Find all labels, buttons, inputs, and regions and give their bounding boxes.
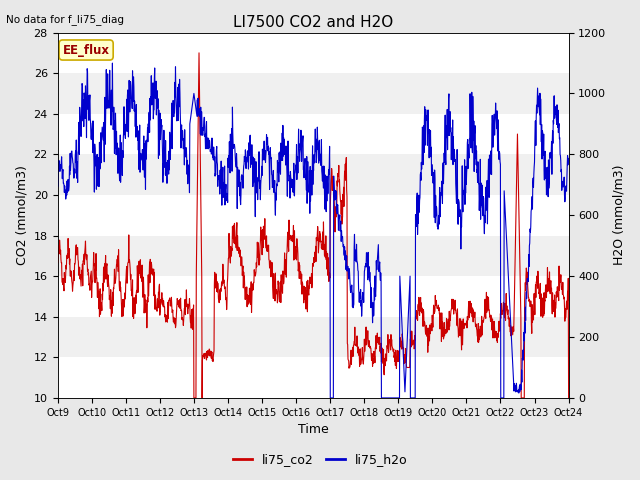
Bar bbox=[58, 114, 568, 155]
Title: LI7500 CO2 and H2O: LI7500 CO2 and H2O bbox=[233, 15, 393, 30]
Bar bbox=[58, 357, 568, 398]
Legend: li75_co2, li75_h2o: li75_co2, li75_h2o bbox=[228, 448, 412, 471]
Text: EE_flux: EE_flux bbox=[63, 44, 109, 57]
Bar bbox=[58, 155, 568, 195]
Bar bbox=[58, 276, 568, 317]
Y-axis label: CO2 (mmol/m3): CO2 (mmol/m3) bbox=[15, 165, 28, 265]
X-axis label: Time: Time bbox=[298, 423, 328, 436]
Bar bbox=[58, 195, 568, 236]
Bar bbox=[58, 73, 568, 114]
Y-axis label: H2O (mmol/m3): H2O (mmol/m3) bbox=[612, 165, 625, 265]
Bar bbox=[58, 33, 568, 73]
Bar bbox=[58, 236, 568, 276]
Bar bbox=[58, 317, 568, 357]
Text: No data for f_li75_diag: No data for f_li75_diag bbox=[6, 14, 124, 25]
